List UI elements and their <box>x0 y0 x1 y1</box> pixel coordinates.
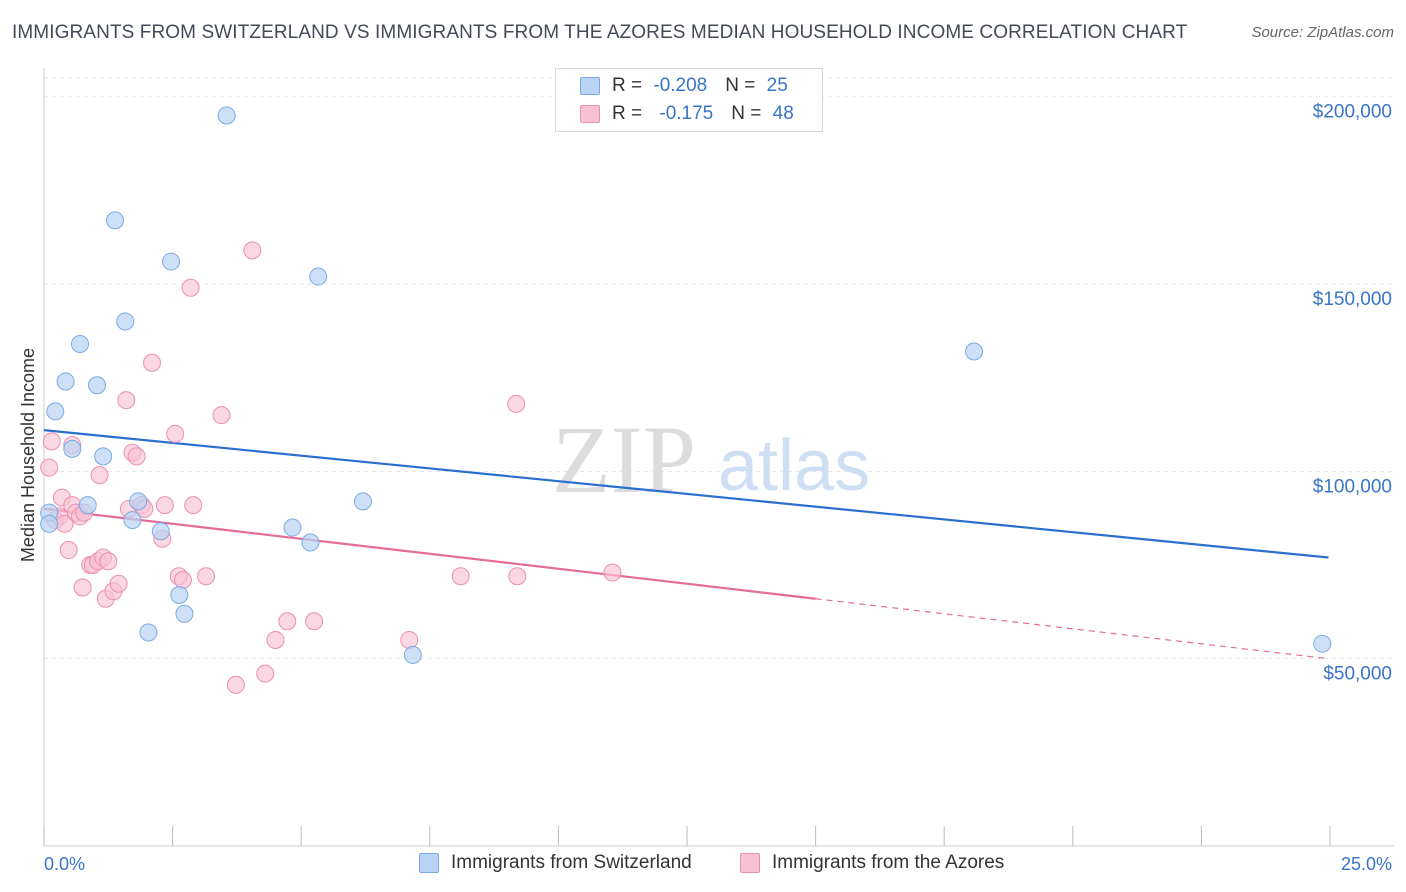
azores-trend-extension <box>815 598 1329 660</box>
switzerland-points <box>40 106 1332 664</box>
azores-point-22 <box>117 391 136 410</box>
switzerland-point-4 <box>63 439 82 458</box>
switzerland-point-8 <box>94 447 113 466</box>
switzerland-point-1 <box>40 514 59 533</box>
legend-r-value: -0.175 <box>659 103 714 124</box>
switzerland-point-10 <box>116 312 135 331</box>
bottom-legend-swatch-blue <box>419 853 439 873</box>
y-tick-labels: $50,000 $100,000 $150,000 $200,000 <box>1313 102 1392 685</box>
azores-point-16 <box>90 466 109 485</box>
azores-point-44 <box>400 630 419 649</box>
azores-point-39 <box>243 241 262 260</box>
legend-n-value: 48 <box>772 103 794 124</box>
switzerland-point-17 <box>175 604 194 623</box>
azores-point-37 <box>212 406 231 425</box>
legend-r-label: R = <box>612 75 648 96</box>
switzerland-point-24 <box>965 342 984 361</box>
watermark-atlas: atlas <box>718 426 870 506</box>
azores-point-36 <box>197 567 216 586</box>
azores-trend-line <box>43 507 816 600</box>
azores-point-47 <box>508 567 527 586</box>
azores-points <box>40 241 622 694</box>
legend-n-label: N = <box>731 103 767 124</box>
azores-point-31 <box>166 424 185 443</box>
switzerland-point-16 <box>170 585 189 604</box>
legend-row-azores: R = -0.175 N = 48 <box>580 102 794 126</box>
bottom-legend-azores[interactable]: Immigrants from the Azores <box>740 852 1004 874</box>
azores-point-25 <box>127 447 146 466</box>
azores-point-35 <box>184 496 203 515</box>
legend-swatch-blue <box>580 77 600 95</box>
azores-point-40 <box>256 664 275 683</box>
azores-point-41 <box>266 630 285 649</box>
switzerland-point-12 <box>129 492 148 511</box>
azores-point-34 <box>181 278 200 297</box>
bottom-legend-label-switzerland: Immigrants from Switzerland <box>451 852 692 873</box>
y-axis-title: Median Household Income <box>18 348 38 562</box>
azores-point-0 <box>40 458 59 477</box>
y-tick-label-2: $150,000 <box>1313 289 1392 310</box>
switzerland-point-9 <box>105 211 124 230</box>
source-credit: Source: ZipAtlas.com <box>1251 24 1394 41</box>
watermark-zip: ZIP <box>552 406 696 513</box>
switzerland-point-15 <box>162 252 181 271</box>
y-tick-label-1: $100,000 <box>1313 476 1392 497</box>
switzerland-point-2 <box>46 402 65 421</box>
switzerland-point-21 <box>309 267 328 286</box>
switzerland-point-23 <box>403 645 422 664</box>
azores-point-28 <box>143 353 162 372</box>
legend-r-value: -0.208 <box>653 75 708 96</box>
azores-point-11 <box>73 578 92 597</box>
y-tick-label-3: $200,000 <box>1313 102 1392 123</box>
azores-point-46 <box>507 394 526 413</box>
bottom-legend-label-azores: Immigrants from the Azores <box>772 852 1005 873</box>
legend-r-label: R = <box>612 103 648 124</box>
switzerland-point-7 <box>87 376 106 395</box>
switzerland-point-5 <box>71 334 90 353</box>
switzerland-point-6 <box>78 496 97 515</box>
switzerland-point-11 <box>123 511 142 530</box>
azores-point-45 <box>451 567 470 586</box>
azores-point-48 <box>603 563 622 582</box>
azores-point-43 <box>305 612 324 631</box>
x-tick-labels: 0.0% 25.0% <box>44 854 1392 874</box>
watermark: ZIP atlas <box>552 406 870 513</box>
azores-point-6 <box>59 541 78 560</box>
azores-point-21 <box>109 574 128 593</box>
azores-point-33 <box>173 571 192 590</box>
chart-title: IMMIGRANTS FROM SWITZERLAND VS IMMIGRANT… <box>12 22 1188 43</box>
switzerland-point-18 <box>217 106 236 125</box>
stats-legend: R = -0.208 N = 25 R = -0.175 N = 48 <box>555 68 823 132</box>
legend-n-label: N = <box>725 75 761 96</box>
switzerland-point-14 <box>151 522 170 541</box>
axes <box>43 68 1394 847</box>
switzerland-point-25 <box>1313 634 1332 653</box>
switzerland-point-13 <box>139 623 158 642</box>
azores-point-1 <box>42 432 61 451</box>
azores-point-30 <box>155 496 174 515</box>
x-tick-label-0: 0.0% <box>44 854 85 874</box>
x-tick-label-1: 25.0% <box>1341 854 1392 874</box>
bottom-legend-swatch-pink <box>740 853 760 873</box>
switzerland-point-19 <box>283 518 302 537</box>
azores-point-42 <box>278 612 297 631</box>
y-tick-label-0: $50,000 <box>1323 664 1392 685</box>
legend-row-switzerland: R = -0.208 N = 25 <box>580 74 788 98</box>
azores-point-19 <box>99 552 118 571</box>
grid-lines <box>44 77 1394 660</box>
azores-point-38 <box>226 675 245 694</box>
legend-n-value: 25 <box>766 75 788 96</box>
switzerland-point-20 <box>301 533 320 552</box>
trend-lines <box>43 429 1329 660</box>
switzerland-trend-line <box>43 429 1329 559</box>
switzerland-point-22 <box>353 492 372 511</box>
switzerland-point-3 <box>56 372 75 391</box>
legend-swatch-pink <box>580 105 600 123</box>
bottom-legend-switzerland[interactable]: Immigrants from Switzerland <box>419 852 692 874</box>
